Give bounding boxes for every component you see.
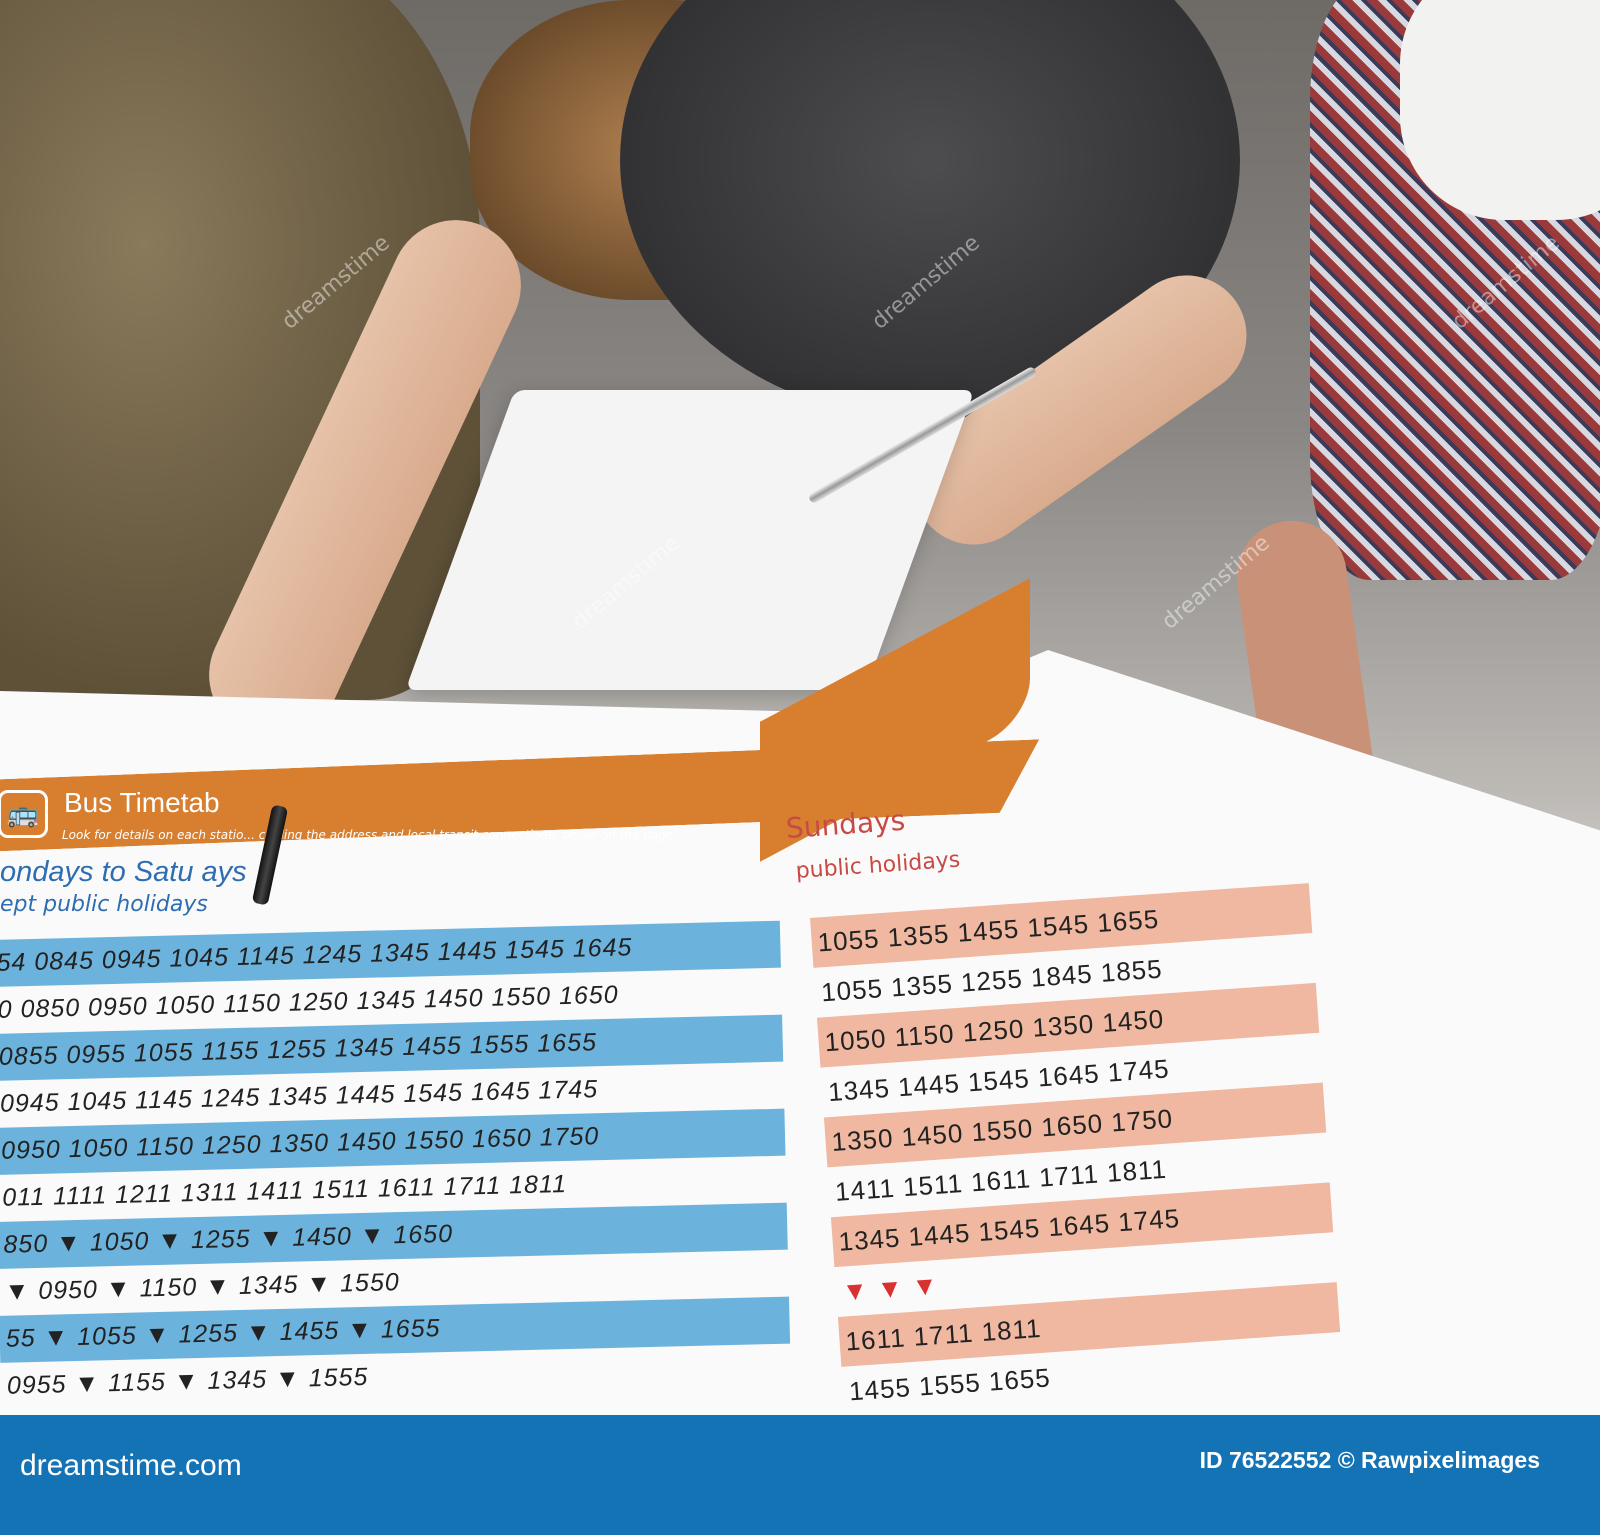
timetable-title: Bus Timetab	[64, 787, 220, 818]
image-credit: ID 76522552 © Rawpixelimages	[1199, 1447, 1540, 1473]
sunday-table: 1055 1355 1455 1545 1655 1055 1355 1255 …	[810, 883, 1344, 1417]
weekday-table: 54 0845 0945 1045 1145 1245 1345 1445 15…	[0, 920, 791, 1410]
dreamstime-logo: dreamstime.com	[20, 1449, 242, 1482]
footer-bar: dreamstime.com ID 76522552 © Rawpixelima…	[0, 1415, 1600, 1535]
photo: 🚌 Bus Timetab Look for details on each s…	[0, 0, 1600, 1445]
weekday-heading: ondays to Satu ays	[0, 856, 247, 888]
bus-icon: 🚌	[0, 790, 48, 838]
weekday-subheading: ept public holidays	[0, 892, 208, 917]
person-white-sleeve	[1400, 0, 1600, 220]
paper-stack	[405, 390, 975, 690]
timetable-subtitle: Look for details on each statio... cludi…	[62, 828, 678, 842]
